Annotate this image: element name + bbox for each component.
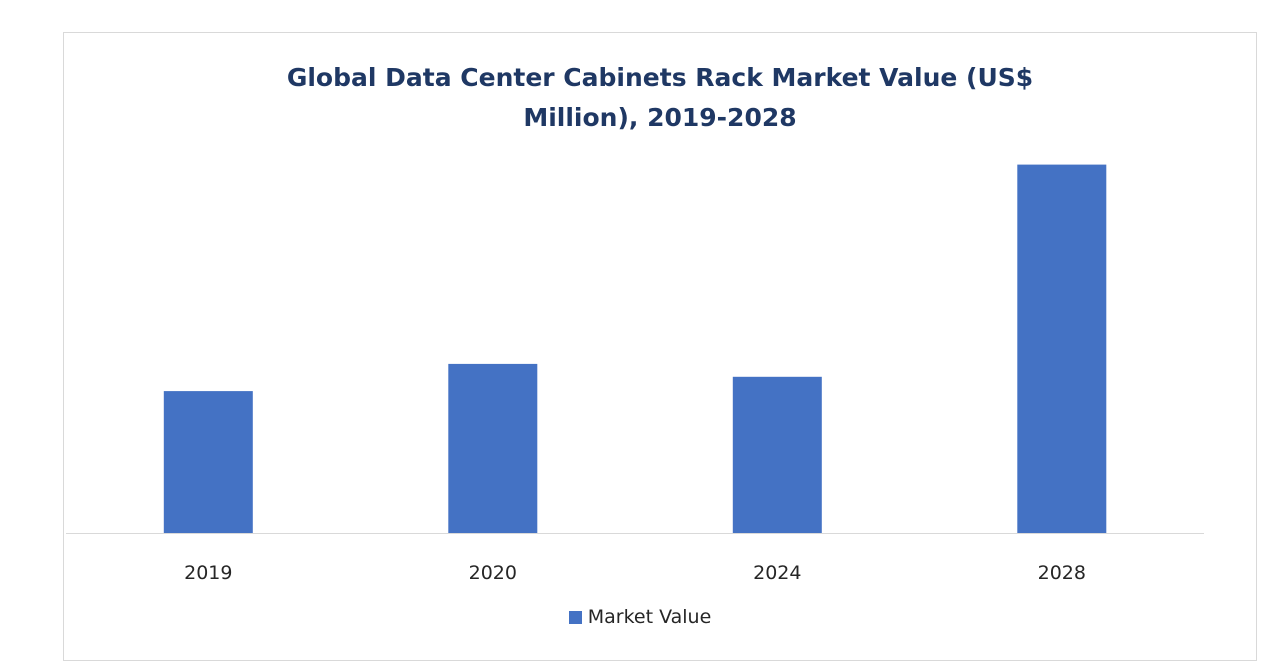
- bar-2020: [448, 363, 538, 533]
- x-tick-label-2020: 2020: [469, 562, 517, 584]
- bar-2024: [732, 376, 822, 533]
- legend-label: Market Value: [587, 606, 712, 628]
- x-tick-label-2024: 2024: [753, 562, 801, 584]
- chart-title: Global Data Center Cabinets Rack Market …: [63, 58, 1257, 138]
- legend: Market Value: [0, 606, 1280, 628]
- chart-title-line-1: Global Data Center Cabinets Rack Market …: [286, 63, 1034, 92]
- chart-title-line-2: Million), 2019-2028: [523, 103, 797, 132]
- x-tick-label-2028: 2028: [1038, 562, 1086, 584]
- x-tick-label-2019: 2019: [184, 562, 232, 584]
- legend-swatch: [568, 610, 582, 624]
- bar-2028: [1017, 164, 1107, 533]
- bar-2019: [163, 391, 253, 533]
